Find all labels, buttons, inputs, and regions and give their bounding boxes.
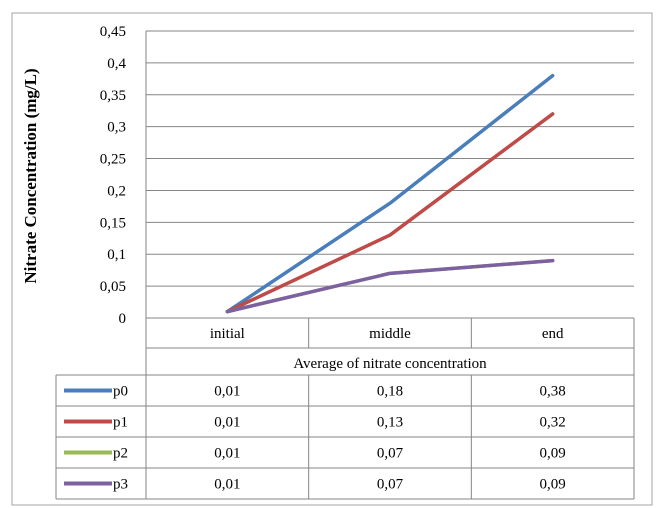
y-tick-label: 0,1 <box>107 247 126 263</box>
data-label: 0,07 <box>377 477 404 493</box>
legend-label: p0 <box>113 384 128 400</box>
legend-label: p1 <box>113 415 128 431</box>
data-label: 0,18 <box>377 384 403 400</box>
series-line-p1 <box>225 112 555 314</box>
y-tick-label: 0,3 <box>107 120 126 136</box>
x-tick-label: end <box>542 326 564 342</box>
y-tick-label: 0,25 <box>100 152 126 168</box>
y-tick-label: 0,35 <box>100 88 126 104</box>
data-label: 0,01 <box>214 446 240 462</box>
y-tick-label: 0,45 <box>100 24 126 40</box>
data-label: 0,09 <box>540 477 566 493</box>
data-label: 0,09 <box>540 446 566 462</box>
y-tick-label: 0,4 <box>107 56 126 72</box>
y-tick-label: 0,15 <box>100 215 126 231</box>
y-axis: 0 0,05 0,1 0,15 0,2 0,25 0,3 0,35 0,4 0,45 <box>100 24 147 327</box>
series-line-p3 <box>225 258 555 314</box>
data-label: 0,01 <box>214 384 240 400</box>
data-label: 0,01 <box>214 477 240 493</box>
x-tick-label: middle <box>369 326 411 342</box>
y-tick-label: 0,05 <box>100 279 126 295</box>
gridlines <box>146 30 634 319</box>
data-label: 0,07 <box>377 446 404 462</box>
y-axis-title: Nitrate Concentration (mg/L) <box>21 68 40 283</box>
data-label: 0,01 <box>214 415 240 431</box>
data-label: 0,13 <box>377 415 403 431</box>
y-tick-label: 0,2 <box>107 183 126 199</box>
x-axis-title: Average of nitrate concentration <box>293 356 487 372</box>
series-lines <box>225 73 555 314</box>
legend-label: p3 <box>113 477 128 493</box>
legend-label: p2 <box>113 446 128 462</box>
y-tick-label: 0 <box>119 311 127 327</box>
data-label: 0,32 <box>540 415 566 431</box>
series-line-p0 <box>225 73 555 314</box>
x-tick-label: initial <box>210 326 245 342</box>
data-table: initial middle end Average of nitrate conce… <box>55 318 635 500</box>
data-label: 0,38 <box>540 384 566 400</box>
